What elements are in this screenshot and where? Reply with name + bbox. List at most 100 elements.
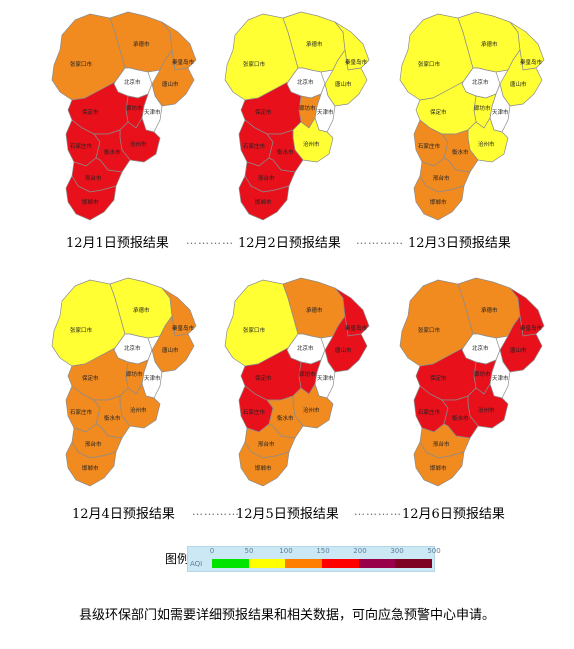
city-label-ts: 唐山市 [162,80,179,88]
city-label-tj: 天津市 [144,374,161,382]
city-label-zjk: 张家口市 [70,326,93,334]
city-label-bj: 北京市 [297,78,314,86]
city-label-xt: 邢台市 [433,174,450,182]
legend-swatch [248,559,286,568]
separator-dots: ………… [186,234,234,247]
city-label-cd: 承德市 [133,306,150,314]
forecast-map-4: 张家口市 承德市 北京市 天津市 秦皇岛市 唐山市 廊坊市 保定市 沧州市 石家… [30,276,200,491]
city-label-tj: 天津市 [492,108,509,116]
legend-swatch [322,559,359,568]
city-label-hd: 邯郸市 [82,464,99,472]
city-label-sjz: 石家庄市 [70,408,93,416]
city-label-hs: 衡水市 [277,148,294,156]
hebei-map-svg: 张家口市 承德市 北京市 天津市 秦皇岛市 唐山市 廊坊市 保定市 沧州市 石家… [51,277,197,487]
footer-note: 县级环保部门如需要详细预报结果和相关数据，可向应急预警中心申请。 [78,608,495,623]
map-label-4: 12月4日预报结果 [72,507,175,522]
city-label-sjz: 石家庄市 [418,142,441,150]
city-label-xt: 邢台市 [258,174,275,182]
city-label-ts: 唐山市 [510,346,527,354]
city-label-bd: 保定市 [82,108,99,116]
city-label-qhd: 秦皇岛市 [345,324,368,332]
forecast-map-3: 张家口市 承德市 北京市 天津市 秦皇岛市 唐山市 廊坊市 保定市 沧州市 石家… [378,10,548,225]
region-hd [65,441,117,487]
legend-tick: 100 [279,547,293,555]
city-label-tj: 天津市 [317,108,334,116]
region-hs [93,129,131,173]
hebei-map-svg: 张家口市 承德市 北京市 天津市 秦皇岛市 唐山市 廊坊市 保定市 沧州市 石家… [399,277,545,487]
city-label-lf: 廊坊市 [299,104,316,112]
city-label-bj: 北京市 [124,78,141,86]
aqi-legend: 图例 0 50 100 150 200 300 500 AQI [165,546,441,572]
city-label-bj: 北京市 [472,78,489,86]
city-label-cz: 沧州市 [130,406,147,414]
city-label-zjk: 张家口市 [418,326,441,334]
map-label-2: 12月2日预报结果 [238,236,341,251]
region-hd [413,441,465,487]
label-row-bottom: 12月4日预报结果 ………… 12月5日预报结果 ………… 12月6日预报结果 [0,503,574,523]
city-label-cd: 承德市 [481,40,498,48]
region-hs [266,129,304,173]
hebei-map-svg: 张家口市 承德市 北京市 天津市 秦皇岛市 唐山市 廊坊市 保定市 沧州市 石家… [224,277,370,487]
map-label-5: 12月5日预报结果 [236,507,339,522]
region-hs [93,395,131,439]
city-label-xt: 邢台市 [85,174,102,182]
city-label-bd: 保定市 [255,374,272,382]
legend-unit: AQI [190,560,203,568]
city-label-lf: 廊坊市 [299,370,316,378]
city-label-lf: 廊坊市 [126,104,143,112]
city-label-hd: 邯郸市 [255,198,272,206]
region-hs [441,395,479,439]
city-label-hs: 衡水市 [104,414,121,422]
city-label-sjz: 石家庄市 [418,408,441,416]
forecast-map-1: 张家口市 承德市 北京市 天津市 秦皇岛市 唐山市 廊坊市 保定市 沧州市 石家… [30,10,200,225]
city-label-xt: 邢台市 [258,440,275,448]
city-label-zjk: 张家口市 [418,60,441,68]
city-label-cz: 沧州市 [303,406,320,414]
city-label-tj: 天津市 [317,374,334,382]
city-label-lf: 廊坊市 [474,104,491,112]
legend-tick: 50 [244,547,254,555]
region-hs [266,395,304,439]
city-label-hs: 衡水市 [104,148,121,156]
city-label-cd: 承德市 [306,40,323,48]
separator-dots: ………… [192,505,240,518]
legend-tick: 150 [316,547,330,555]
label-row-top: 12月1日预报结果 ………… 12月2日预报结果 ………… 12月3日预报结果 [0,232,574,252]
city-label-zjk: 张家口市 [70,60,93,68]
city-label-cz: 沧州市 [478,406,495,414]
city-label-cd: 承德市 [481,306,498,314]
legend-swatch [358,559,396,568]
region-hd [238,175,290,221]
legend-ticks: 0 50 100 150 200 300 500 [210,547,441,557]
city-label-bj: 北京市 [297,344,314,352]
city-label-ts: 唐山市 [162,346,179,354]
city-label-tj: 天津市 [144,108,161,116]
city-label-hd: 邯郸市 [430,464,447,472]
legend-box: 0 50 100 150 200 300 500 AQI [187,546,441,572]
legend-swatch [212,559,249,568]
map-label-1: 12月1日预报结果 [66,236,169,251]
city-label-hs: 衡水市 [452,414,469,422]
city-label-bd: 保定市 [82,374,99,382]
legend-swatch [395,559,433,568]
region-hd [413,175,465,221]
city-label-sjz: 石家庄市 [243,142,266,150]
city-label-bj: 北京市 [472,344,489,352]
city-label-cd: 承德市 [133,40,150,48]
region-hd [65,175,117,221]
map-label-6: 12月6日预报结果 [402,507,505,522]
legend-tick: 500 [427,547,441,555]
city-label-hs: 衡水市 [277,414,294,422]
city-label-qhd: 秦皇岛市 [172,58,195,66]
map-label-3: 12月3日预报结果 [408,236,511,251]
legend-color-bar [212,559,433,568]
hebei-map-svg: 张家口市 承德市 北京市 天津市 秦皇岛市 唐山市 廊坊市 保定市 沧州市 石家… [51,11,197,221]
legend-swatch [285,559,323,568]
city-label-hd: 邯郸市 [430,198,447,206]
city-label-cd: 承德市 [306,306,323,314]
legend-tick: 300 [390,547,404,555]
city-label-lf: 廊坊市 [474,370,491,378]
city-label-qhd: 秦皇岛市 [520,324,543,332]
city-label-bd: 保定市 [430,374,447,382]
separator-dots: ………… [354,505,402,518]
